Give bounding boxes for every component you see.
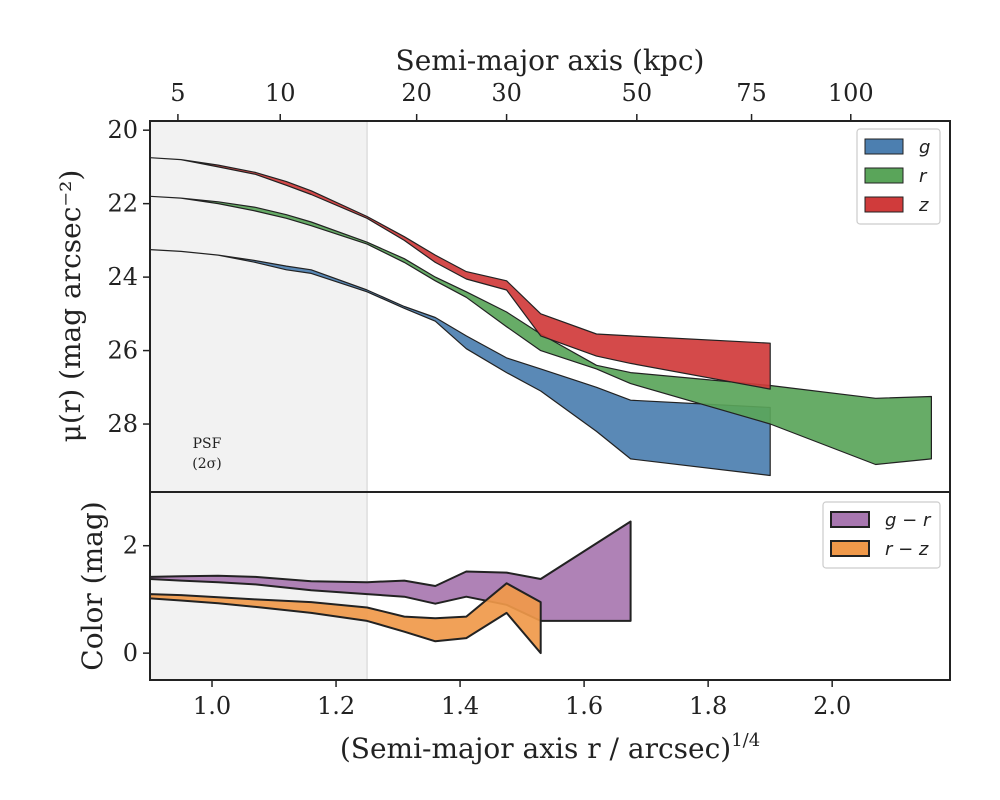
x-tick-label: 1.2 bbox=[317, 692, 355, 720]
x-tick-label: 2.0 bbox=[813, 692, 851, 720]
legend-swatch-r bbox=[864, 167, 904, 184]
top-y-tick-label: 24 bbox=[107, 263, 138, 291]
band-z bbox=[150, 157, 771, 390]
top-axis-label: Semi-major axis (kpc) bbox=[396, 44, 705, 77]
x-axis-label: (Semi-major axis r / arcsec)1/4 bbox=[340, 730, 760, 765]
legend-swatch-g bbox=[864, 138, 904, 155]
x-tick-label: 1.6 bbox=[565, 692, 603, 720]
top-panel-bands bbox=[150, 157, 933, 477]
top-panel-y-label: μ(r) (mag arcsec⁻²) bbox=[54, 170, 87, 443]
legend-swatch-z bbox=[864, 196, 904, 213]
top-legend: grz bbox=[856, 128, 941, 225]
bottom-panel-bands bbox=[150, 520, 632, 655]
legend-label-rz: r − z bbox=[885, 539, 929, 560]
legend-label-r: r bbox=[919, 166, 928, 187]
bottom-legend: g − r r − z bbox=[822, 501, 941, 569]
top-y-tick-label: 26 bbox=[107, 337, 138, 365]
top-tick-label: 30 bbox=[491, 79, 522, 107]
top-tick-label: 5 bbox=[170, 79, 185, 107]
top-tick-label: 10 bbox=[265, 79, 296, 107]
bottom-panel-y-label: Color (mag) bbox=[76, 501, 109, 670]
psf-label-line2: (2σ) bbox=[192, 456, 221, 472]
legend-label-gr: g − r bbox=[885, 510, 932, 531]
top-y-tick-label: 20 bbox=[107, 116, 138, 144]
psf-label-line1: PSF bbox=[193, 436, 222, 452]
x-tick-label: 1.0 bbox=[193, 692, 231, 720]
top-tick-label: 75 bbox=[736, 79, 767, 107]
top-tick-label: 50 bbox=[622, 79, 653, 107]
top-tick-label: 100 bbox=[828, 79, 874, 107]
top-y-tick-label: 22 bbox=[107, 190, 138, 218]
top-y-tick-label: 28 bbox=[107, 410, 138, 438]
bottom-panel-frame bbox=[149, 491, 951, 681]
band-r bbox=[150, 195, 933, 466]
psf-region-top bbox=[150, 121, 368, 492]
legend-swatch-rz bbox=[830, 540, 870, 557]
top-tick-label: 20 bbox=[401, 79, 432, 107]
legend-swatch-gr bbox=[830, 511, 870, 528]
legend-label-z: z bbox=[918, 195, 929, 216]
bottom-y-tick-label: 2 bbox=[123, 532, 138, 560]
x-tick-label: 1.4 bbox=[441, 692, 479, 720]
axis-ticks: 1.0 1.2 1.4 1.6 1.8 2.05 10 20 30 50 75 10020222426… bbox=[107, 79, 873, 720]
band-g bbox=[150, 249, 771, 477]
legend-label-g: g bbox=[919, 137, 930, 158]
x-tick-label: 1.8 bbox=[689, 692, 727, 720]
band-rz bbox=[150, 582, 542, 655]
bottom-y-tick-label: 0 bbox=[123, 639, 138, 667]
